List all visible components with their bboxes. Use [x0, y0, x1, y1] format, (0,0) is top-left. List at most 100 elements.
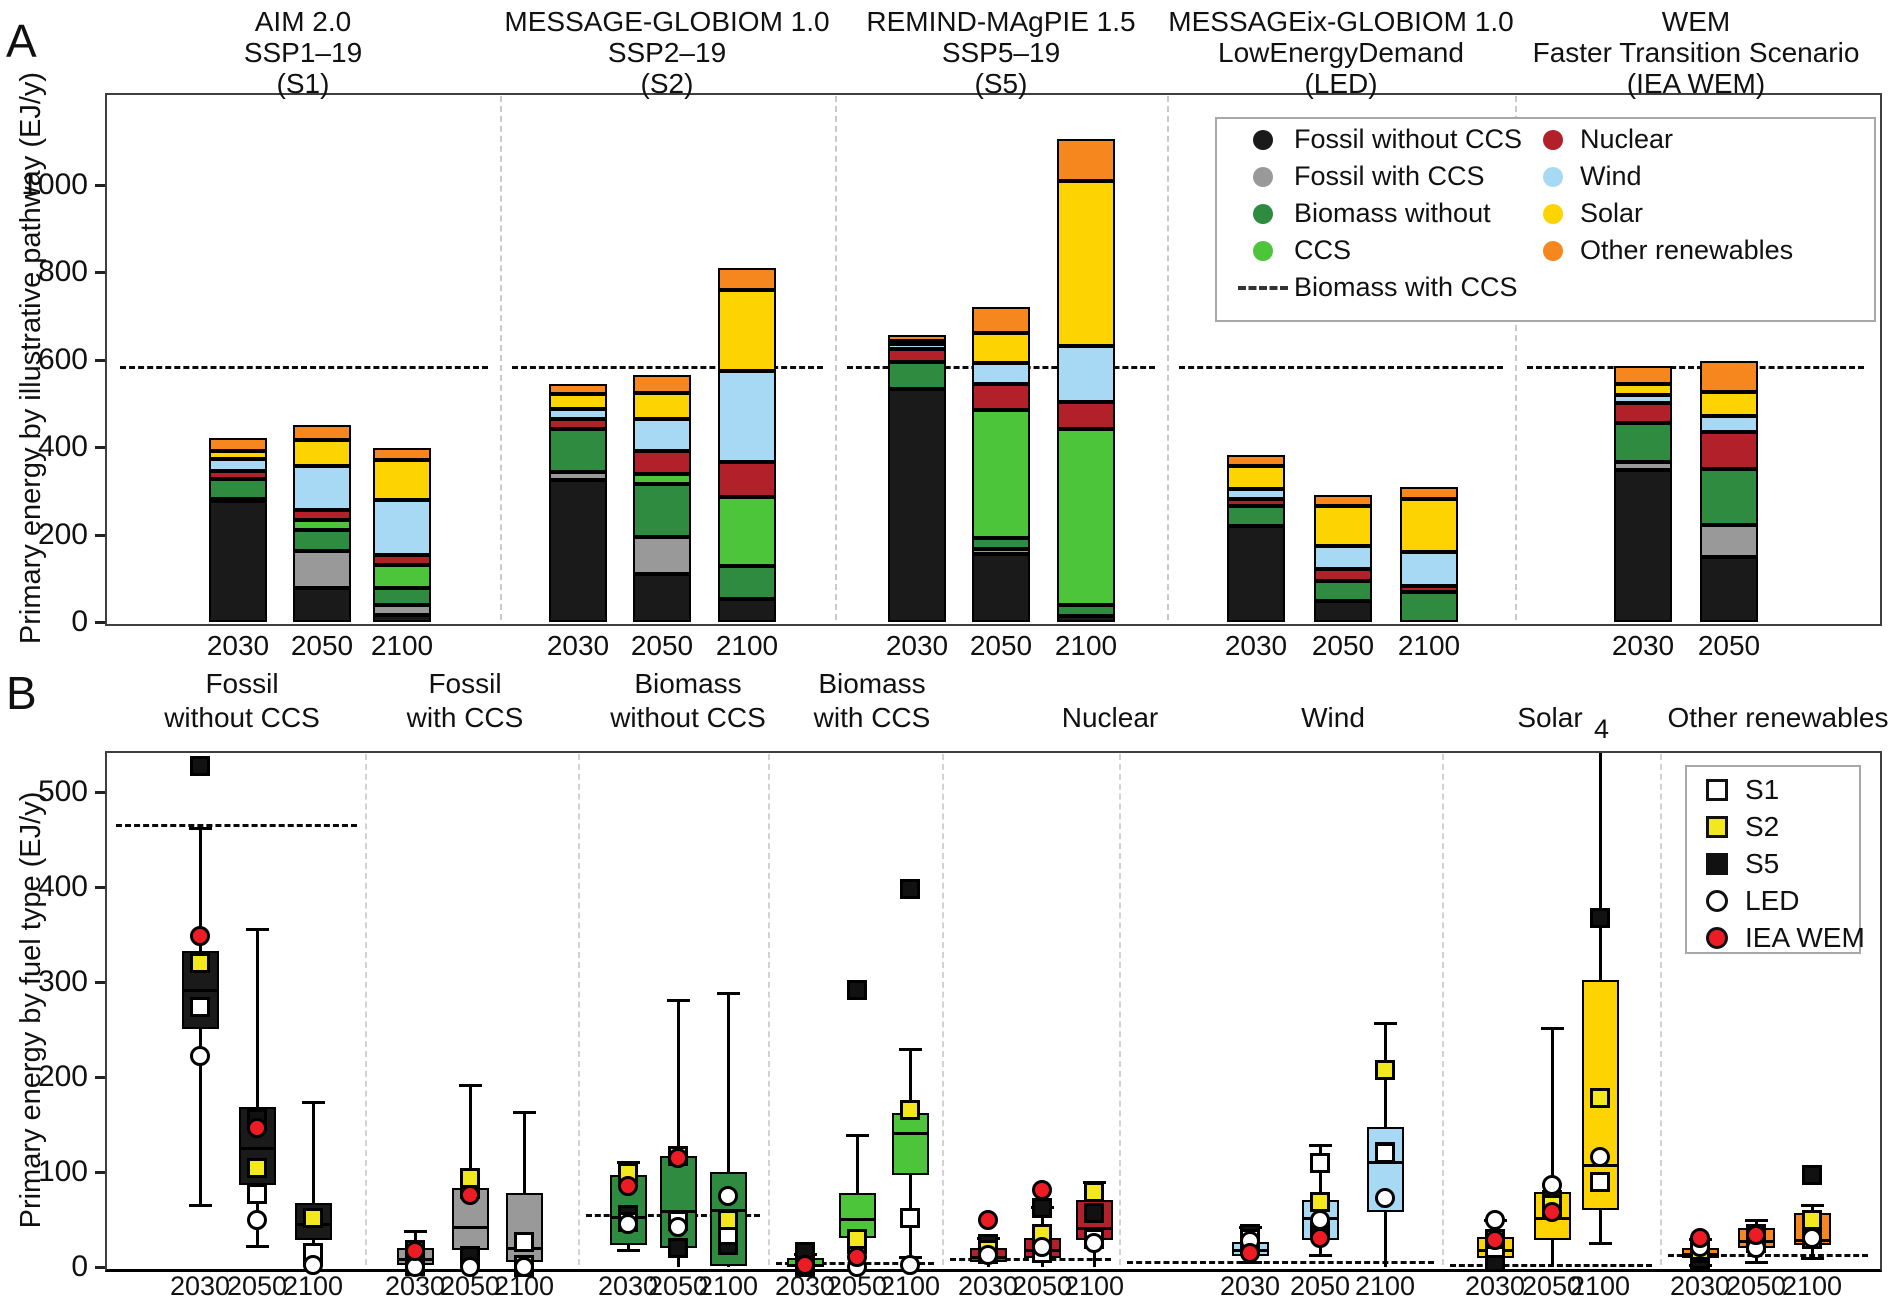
bar-segment-other_renewables — [972, 306, 1030, 334]
marker-led — [1542, 1175, 1562, 1196]
whisker-cap-bottom — [1239, 1261, 1262, 1265]
panel-b-reference-line-fossil_without_ccs — [116, 824, 357, 828]
legend-dot-biomass_with_ccs — [1253, 241, 1273, 261]
panel-a-legend-label: Wind — [1580, 161, 1642, 191]
marker-s5 — [1084, 1202, 1104, 1223]
whisker-line — [727, 993, 730, 1267]
marker-s2 — [303, 1207, 323, 1228]
whisker-cap-top — [667, 999, 690, 1003]
whisker-cap-top — [1801, 1204, 1824, 1208]
marker-s2 — [1590, 1087, 1610, 1108]
bar-segment-solar — [549, 393, 607, 409]
panel-a-tick-mark — [95, 621, 105, 624]
bar-segment-biomass_without_ccs — [1057, 605, 1115, 616]
marker-led — [1485, 1210, 1505, 1231]
bar-segment-other_renewables — [1614, 365, 1672, 385]
bar-segment-wind — [373, 499, 431, 556]
bar-segment-fossil_without_ccs — [1057, 615, 1115, 622]
panel-b-year-label: 2030 — [169, 1271, 231, 1297]
panel-a-group-separator — [500, 96, 502, 620]
legend-dot-solar — [1543, 204, 1563, 224]
panel-a-legend-label: Fossil with CCS — [1294, 161, 1485, 191]
bar-segment-nuclear — [1227, 499, 1285, 507]
bar-segment-biomass_with_ccs — [1057, 429, 1115, 606]
bar-segment-wind — [1700, 416, 1758, 432]
bar-segment-biomass_without_ccs — [972, 538, 1030, 549]
marker-s5 — [1590, 908, 1610, 929]
panel-b-tick-label: 200 — [37, 1060, 88, 1093]
bar-segment-nuclear — [293, 509, 351, 520]
marker-led — [1032, 1237, 1052, 1258]
marker-wem — [1310, 1227, 1330, 1248]
panel-a-year-label: 2030 — [885, 630, 949, 661]
whisker-cap-bottom — [1589, 1242, 1612, 1246]
panel-a-year-label: 2050 — [969, 630, 1033, 661]
marker-s2 — [190, 953, 210, 973]
bar-segment-other_renewables — [633, 375, 691, 393]
panel-b-tick-label: 500 — [37, 775, 88, 808]
legend-dot-fossil_with_ccs — [1253, 167, 1273, 187]
whisker-cap-bottom — [1309, 1253, 1332, 1257]
marker-wem — [1485, 1230, 1505, 1251]
panel-a-tick-label: 600 — [37, 342, 88, 376]
marker-led — [668, 1217, 688, 1238]
panel-b-tick-mark — [95, 1171, 105, 1174]
panel-b-year-label: 2030 — [1464, 1271, 1526, 1297]
panel-b-tick-label: 100 — [37, 1155, 88, 1188]
panel-b-tick-mark — [95, 791, 105, 794]
legend-dot-wind — [1543, 167, 1563, 187]
bar-segment-other_renewables — [209, 437, 267, 451]
legend-marker-s5 — [1706, 853, 1728, 875]
bar-segment-biomass_without_ccs — [718, 566, 776, 600]
bar-segment-nuclear — [718, 462, 776, 498]
whisker-line — [523, 1112, 526, 1267]
marker-s5 — [190, 756, 210, 777]
scenario-header-s5: SSP5–19 — [941, 37, 1061, 68]
whisker-cap-top — [404, 1229, 427, 1233]
panel-b-group-separator — [1442, 754, 1444, 1265]
marker-led — [1375, 1187, 1395, 1208]
marker-led — [618, 1214, 638, 1235]
panel-a-legend-label: Biomass with CCS — [1294, 272, 1518, 302]
median-line — [839, 1217, 876, 1221]
panel-b-year-label: 2030 — [597, 1271, 659, 1297]
panel-b-legend-label: LED — [1745, 885, 1800, 916]
bar-segment-nuclear — [209, 470, 267, 480]
panel-a-year-label: 2030 — [546, 630, 610, 661]
scenario-header-s2: (S2) — [640, 68, 694, 99]
marker-wem — [668, 1147, 688, 1168]
bar-segment-fossil_without_ccs — [1227, 525, 1285, 622]
whisker-cap-bottom — [189, 1204, 212, 1208]
panel-a-legend-label: Nuclear — [1580, 124, 1674, 154]
panel-a-year-label: 2050 — [290, 630, 354, 661]
bar-segment-fossil_without_ccs — [972, 553, 1030, 622]
panel-b-tick-label: 0 — [71, 1250, 88, 1283]
panel-b-year-label: 2050 — [826, 1271, 888, 1297]
panel-b-legend-label: S2 — [1745, 811, 1780, 842]
panel-b-legend-label: IEA WEM — [1745, 922, 1865, 953]
panel-a-year-label: 2100 — [370, 630, 434, 661]
marker-wem — [847, 1246, 867, 1267]
bar-segment-fossil_with_ccs — [972, 548, 1030, 554]
scenario-header-iea-wem: WEM — [1661, 6, 1731, 37]
whisker-cap-top — [246, 927, 269, 931]
panel-b-year-label: 2050 — [647, 1271, 709, 1297]
marker-wem — [795, 1255, 815, 1276]
fuel-header-biomass_with_ccs: with CCS — [813, 702, 931, 733]
whisker-cap-top — [1745, 1218, 1768, 1222]
panel-a-legend-label: Fossil without CCS — [1294, 124, 1523, 154]
scenario-header-s2: SSP2–19 — [607, 37, 727, 68]
legend-dot-fossil_without_ccs — [1253, 130, 1273, 150]
panel-b-year-label: 2100 — [282, 1271, 344, 1297]
panel-a-reference-line — [120, 366, 488, 370]
bar-segment-nuclear — [1614, 402, 1672, 423]
marker-s5 — [847, 979, 867, 1000]
whisker-line — [256, 928, 259, 1247]
panel-b-year-label: 2030 — [774, 1271, 836, 1297]
panel-b-reference-line-wind — [1127, 1261, 1434, 1265]
panel-a-tick-mark — [95, 533, 105, 537]
scenario-header-s2: MESSAGE-GLOBIOM 1.0 — [504, 6, 830, 37]
scenario-header-s1: (S1) — [276, 68, 330, 99]
fuel-header-biomass_without_ccs: Biomass — [634, 668, 742, 699]
marker-wem — [1542, 1201, 1562, 1222]
